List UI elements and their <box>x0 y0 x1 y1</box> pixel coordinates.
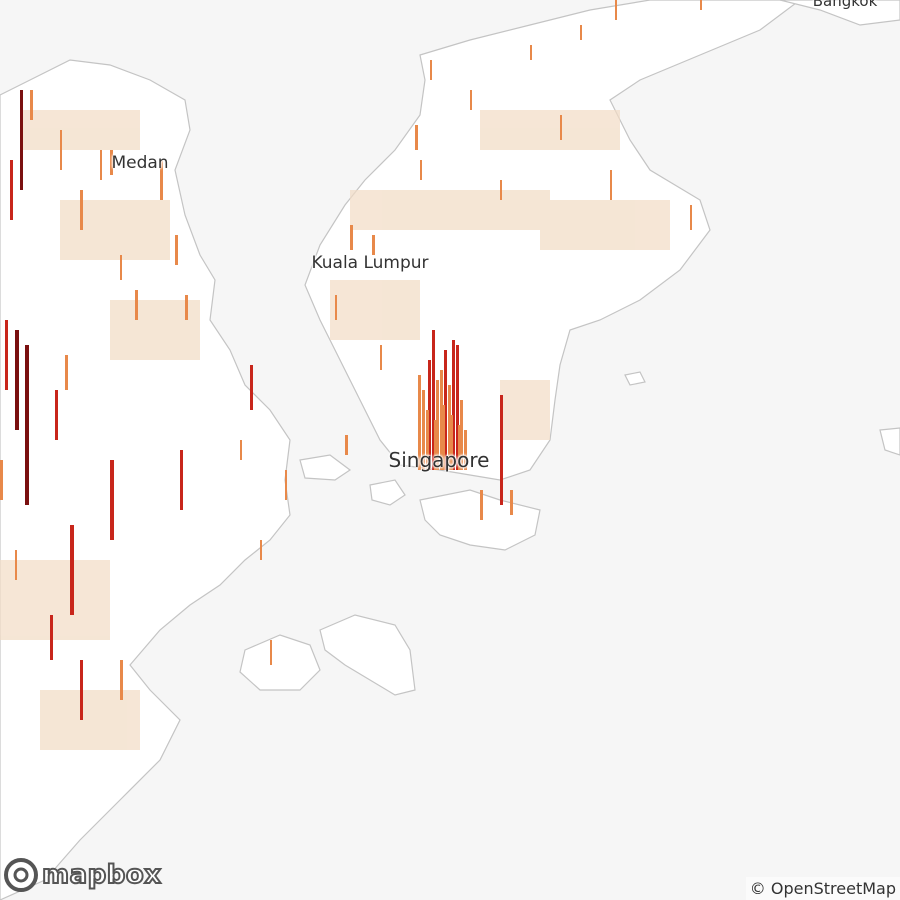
population-bar-singapore <box>464 430 467 470</box>
population-bar <box>270 640 272 665</box>
population-bar-singapore <box>458 425 461 470</box>
small-island-1 <box>299 454 352 481</box>
population-bar <box>690 205 692 230</box>
population-bar <box>560 115 562 140</box>
population-bar <box>510 490 513 515</box>
mapbox-logo[interactable]: mapbox <box>4 858 162 892</box>
mapbox-logo-icon <box>4 858 38 892</box>
population-bar <box>372 235 375 255</box>
population-bar-singapore <box>444 350 447 470</box>
population-bar <box>110 460 114 540</box>
population-bar-singapore <box>460 400 463 470</box>
population-bar <box>20 90 23 190</box>
population-bar <box>15 330 19 430</box>
population-bar-singapore <box>434 420 437 470</box>
population-bar-singapore <box>426 410 429 470</box>
population-bar-singapore <box>432 330 435 470</box>
population-bar-singapore <box>440 370 443 470</box>
small-island-2 <box>624 371 646 386</box>
population-bar <box>110 150 113 175</box>
mapbox-logo-text: mapbox <box>41 859 162 891</box>
riau-island-west <box>239 634 321 691</box>
population-bar <box>470 90 472 110</box>
population-bar <box>480 490 483 520</box>
population-bar <box>380 345 382 370</box>
population-bar <box>250 365 253 410</box>
population-bar <box>415 125 418 150</box>
population-bar <box>135 290 138 320</box>
population-bar-singapore <box>448 385 451 470</box>
population-bar <box>10 160 13 220</box>
population-bar <box>180 450 183 510</box>
population-bar <box>175 235 178 265</box>
population-bar <box>60 130 62 170</box>
population-bar <box>615 0 617 20</box>
population-bar <box>0 460 3 500</box>
population-bar-singapore <box>436 380 439 470</box>
attribution-link[interactable]: © OpenStreetMap <box>745 877 900 900</box>
lingga-island <box>319 614 416 696</box>
population-bar <box>120 255 122 280</box>
population-bar <box>335 295 337 320</box>
population-extrusion-layer <box>0 0 702 720</box>
population-bar <box>345 435 348 455</box>
population-bar <box>530 45 532 60</box>
bintan-island <box>369 479 406 506</box>
population-bar <box>420 160 422 180</box>
population-bar <box>185 295 188 320</box>
population-bar <box>55 390 58 440</box>
population-bar-singapore <box>442 405 445 470</box>
population-bar-singapore <box>452 340 455 470</box>
population-bar <box>65 355 68 390</box>
population-bar <box>285 470 287 500</box>
indochina-landmass <box>779 0 900 26</box>
population-bar-singapore <box>456 345 459 470</box>
population-bar-singapore <box>428 360 431 470</box>
population-bar <box>430 60 432 80</box>
population-bar <box>580 25 582 40</box>
population-bar <box>700 0 702 10</box>
population-bar <box>25 345 29 505</box>
population-bar <box>30 90 33 120</box>
population-bar <box>80 190 83 230</box>
population-bar <box>260 540 262 560</box>
small-island-3 <box>879 427 900 456</box>
population-bar <box>80 660 83 720</box>
low-density-tiles <box>0 110 670 750</box>
population-bar <box>50 615 53 660</box>
population-bar-singapore <box>500 395 503 505</box>
population-bar <box>5 320 8 390</box>
population-bar <box>70 525 74 615</box>
population-bar <box>120 660 123 700</box>
population-bar <box>160 160 163 200</box>
population-bar-singapore <box>418 375 421 470</box>
population-bar <box>240 440 242 460</box>
population-bar <box>500 180 502 200</box>
population-bar <box>15 550 17 580</box>
population-bar <box>100 150 102 180</box>
population-bar <box>610 170 612 200</box>
population-bar-singapore <box>422 390 425 470</box>
population-bar-singapore <box>450 415 453 470</box>
population-bar <box>350 225 353 250</box>
